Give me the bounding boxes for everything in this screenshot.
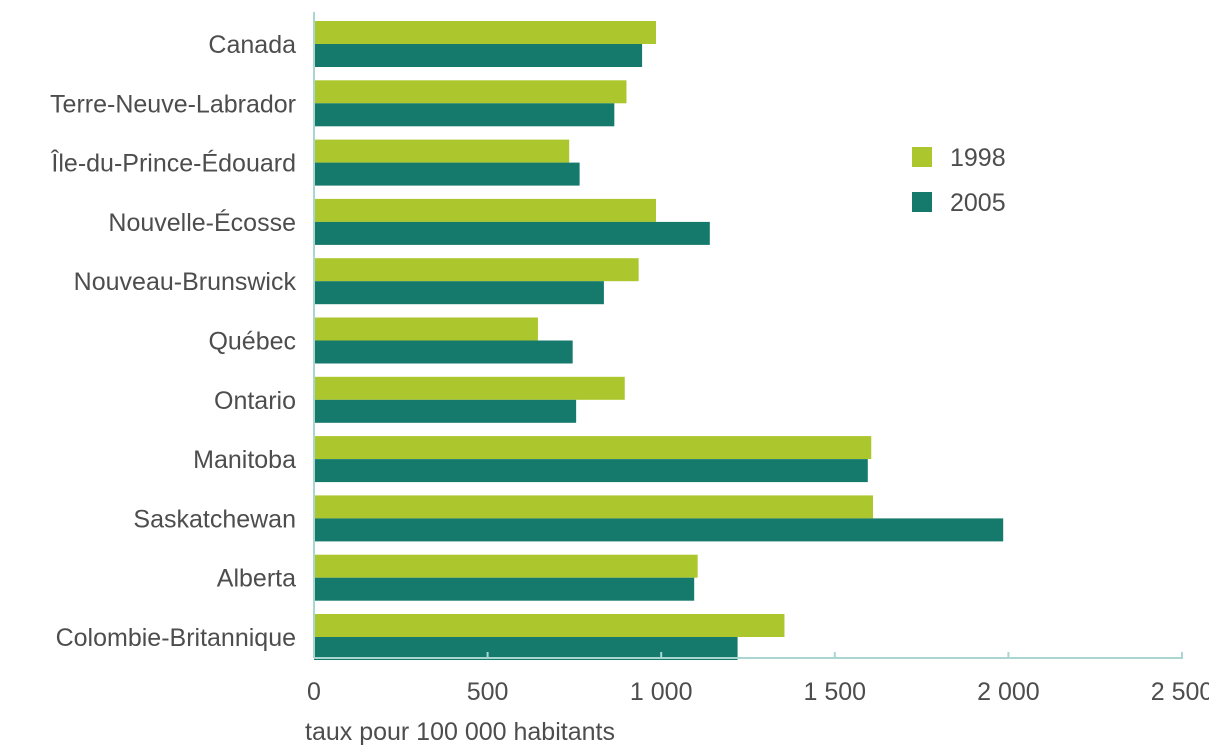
category-label-ontario: Ontario: [214, 387, 296, 415]
bar-colombie-britannique-1998: [314, 614, 785, 637]
category-label-colombie-britannique: Colombie-Britannique: [56, 624, 296, 652]
bar-ontario-1998: [314, 376, 625, 400]
x-tick-label-1000: 1 000: [630, 678, 693, 706]
bar-quebec-1998: [314, 317, 538, 341]
category-label-nouvelle-ecosse: Nouvelle-Écosse: [108, 208, 296, 237]
bar-manitoba-2005: [314, 459, 868, 483]
x-tick-label-500: 500: [467, 678, 509, 706]
category-label-manitoba: Manitoba: [193, 446, 296, 474]
bar-saskatchewan-1998: [314, 495, 873, 519]
category-labels: Canada Terre-Neuve-Labrador Île-du-Prince-…: [50, 31, 296, 652]
x-tick-label-2500: 2 500: [1151, 678, 1209, 706]
category-label-ile-du-prince-edouard: Île-du-Prince-Édouard: [50, 149, 296, 178]
bar-nouvelle-ecosse-1998: [314, 198, 656, 222]
category-label-saskatchewan: Saskatchewan: [133, 505, 296, 533]
bar-ile-du-prince-edouard-2005: [314, 162, 580, 186]
bar-ile-du-prince-edouard-1998: [314, 139, 570, 163]
axes: [313, 12, 1182, 659]
bar-alberta-2005: [314, 577, 695, 601]
bar-terre-neuve-labrador-2005: [314, 103, 615, 127]
x-tick-label-0: 0: [307, 678, 321, 706]
legend-swatch-1998: [912, 147, 932, 167]
category-label-terre-neuve-labrador: Terre-Neuve-Labrador: [50, 90, 296, 118]
x-tick-label-2000: 2 000: [977, 678, 1040, 706]
legend-label-1998: 1998: [950, 144, 1006, 172]
bar-terre-neuve-labrador-1998: [314, 80, 627, 104]
x-axis-title: taux pour 100 000 habitants: [305, 718, 615, 746]
bar-ontario-2005: [314, 399, 577, 423]
legend-swatch-2005: [912, 192, 932, 212]
category-label-nouveau-brunswick: Nouveau-Brunswick: [74, 268, 297, 296]
bar-saskatchewan-2005: [314, 518, 1004, 542]
bar-nouveau-brunswick-2005: [314, 281, 604, 305]
category-label-alberta: Alberta: [217, 565, 296, 593]
category-label-quebec: Québec: [208, 328, 296, 356]
bar-manitoba-1998: [314, 436, 872, 460]
x-tick-label-1500: 1 500: [804, 678, 867, 706]
bars-group: [314, 21, 1004, 660]
bar-quebec-2005: [314, 340, 573, 364]
x-ticks: 0 500 1 000 1 500 2 000 2 500: [307, 652, 1209, 706]
bar-alberta-1998: [314, 554, 698, 578]
category-label-canada: Canada: [208, 31, 296, 59]
bar-colombie-britannique-2005: [314, 637, 738, 660]
bar-nouvelle-ecosse-2005: [314, 221, 710, 245]
legend: 1998 2005: [912, 144, 1006, 217]
bar-nouveau-brunswick-1998: [314, 258, 639, 282]
bar-canada-1998: [314, 21, 656, 44]
bar-canada-2005: [314, 44, 643, 67]
legend-label-2005: 2005: [950, 189, 1006, 217]
